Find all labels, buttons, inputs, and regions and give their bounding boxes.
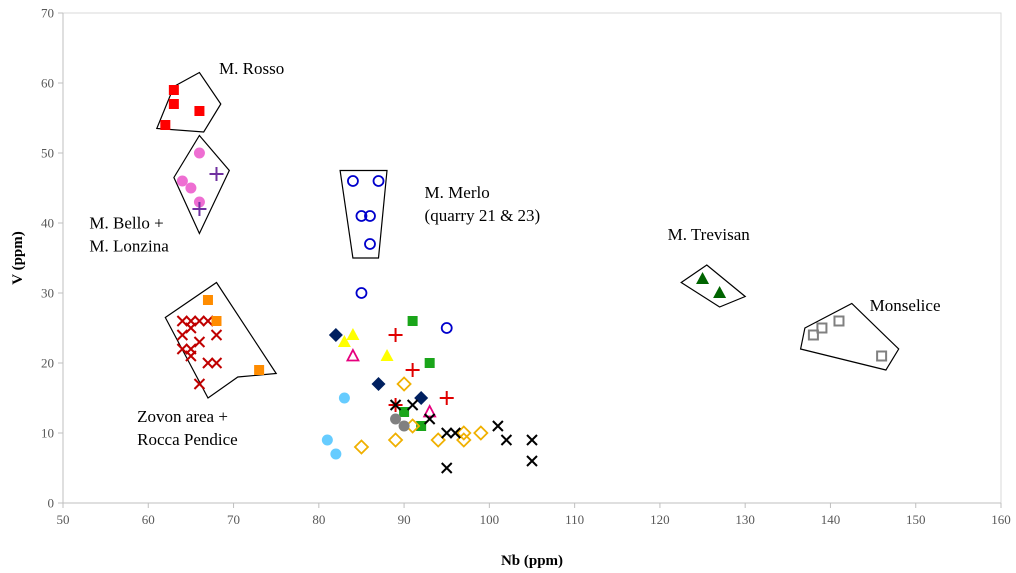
data-point [194, 148, 205, 159]
group-label-line: Rocca Pendice [137, 430, 238, 449]
group-label-line: M. Lonzina [89, 237, 169, 256]
x-tick-label: 140 [821, 512, 841, 527]
x-axis-ticks: 50 60 70 80 90 100 110 120 130 140 150 160 [57, 503, 1011, 527]
group-label: M. Rosso [219, 59, 284, 78]
y-tick-label: 30 [41, 286, 54, 301]
y-tick-label: 40 [41, 216, 54, 231]
x-tick-label: 70 [227, 512, 240, 527]
y-tick-label: 50 [41, 146, 54, 161]
data-point [425, 358, 435, 368]
group-label: M. Trevisan [668, 225, 751, 244]
x-axis-title: Nb (ppm) [501, 553, 563, 569]
data-point [399, 407, 409, 417]
x-tick-label: 50 [57, 512, 70, 527]
y-axis-title: V (ppm) [10, 231, 26, 284]
group-label-line: M. Trevisan [668, 225, 751, 244]
y-axis-ticks: 0 10 20 30 40 50 60 70 [41, 6, 63, 511]
data-point [322, 435, 333, 446]
group-label-line: M. Merlo [425, 183, 490, 202]
x-tick-label: 100 [480, 512, 500, 527]
data-point [339, 393, 350, 404]
data-point [160, 120, 170, 130]
x-tick-label: 90 [398, 512, 411, 527]
data-point [169, 85, 179, 95]
data-point [177, 176, 188, 187]
data-point [254, 365, 264, 375]
data-point [211, 316, 221, 326]
group-label-line: (quarry 21 & 23) [425, 206, 541, 225]
group-label-line: Monselice [870, 296, 941, 315]
data-point [330, 449, 341, 460]
group-label-line: M. Rosso [219, 59, 284, 78]
data-point [203, 295, 213, 305]
y-tick-label: 20 [41, 356, 54, 371]
x-tick-label: 120 [650, 512, 670, 527]
x-tick-label: 160 [991, 512, 1011, 527]
data-point [194, 106, 204, 116]
x-tick-label: 110 [565, 512, 584, 527]
group-label-line: M. Bello + [89, 214, 163, 233]
x-tick-label: 60 [142, 512, 155, 527]
x-tick-label: 150 [906, 512, 926, 527]
data-point [416, 421, 426, 431]
group-label-line: Zovon area + [137, 407, 228, 426]
data-point [399, 421, 410, 432]
y-tick-label: 70 [41, 6, 54, 21]
y-tick-label: 0 [48, 496, 55, 511]
x-tick-label: 130 [735, 512, 755, 527]
group-label: Monselice [870, 296, 941, 315]
data-point [408, 316, 418, 326]
data-point [185, 183, 196, 194]
data-point [390, 414, 401, 425]
data-point [169, 99, 179, 109]
y-tick-label: 60 [41, 76, 54, 91]
x-tick-label: 80 [312, 512, 325, 527]
y-tick-label: 10 [41, 426, 54, 441]
